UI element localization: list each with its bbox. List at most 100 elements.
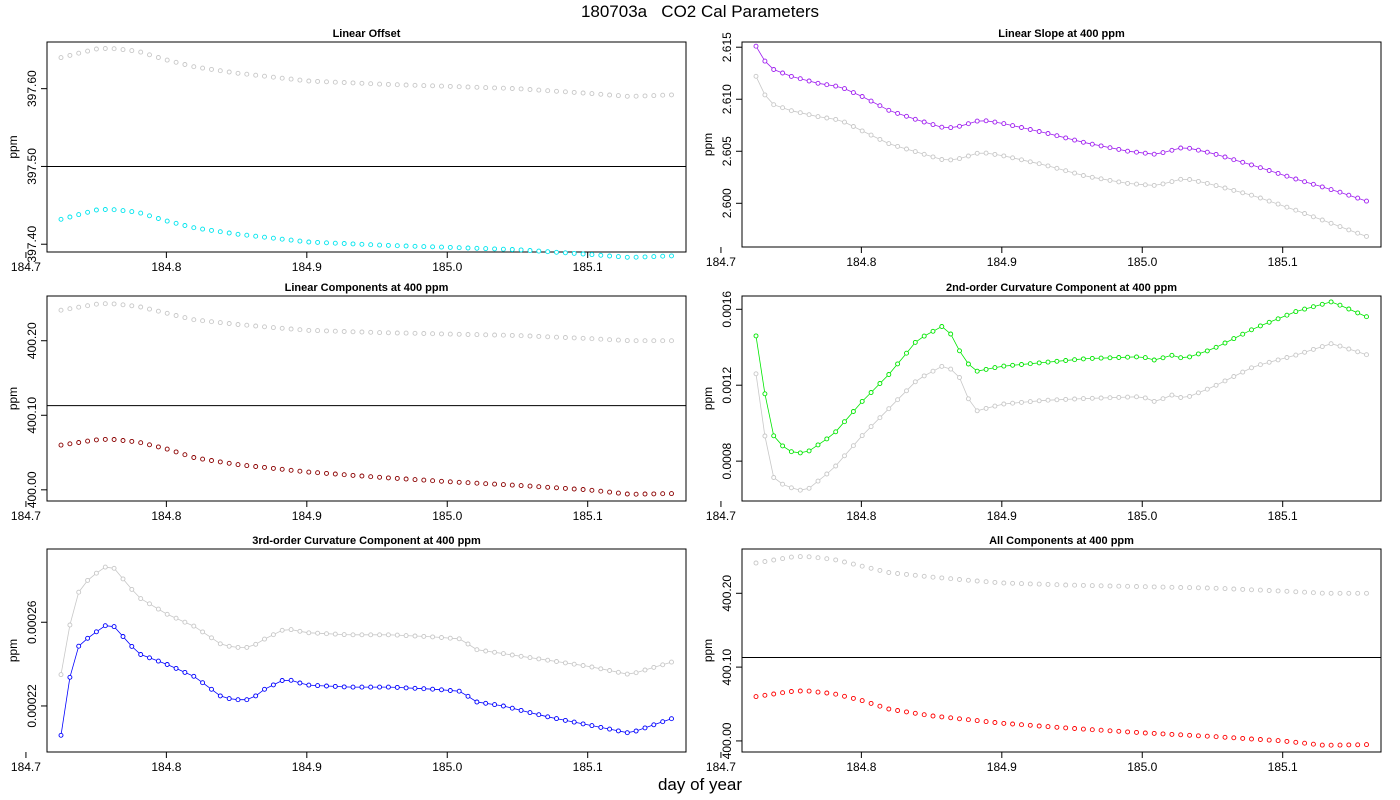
data-point: [1080, 356, 1086, 362]
data-point: [788, 554, 794, 560]
data-point: [359, 632, 365, 638]
data-point: [957, 375, 962, 380]
data-point: [651, 722, 657, 728]
data-point: [332, 79, 338, 85]
data-point: [939, 714, 945, 720]
data-point: [306, 630, 312, 636]
data-point: [1240, 190, 1246, 196]
data-point: [412, 330, 418, 336]
data-point: [571, 486, 577, 492]
data-point: [651, 93, 657, 99]
data-point: [111, 301, 117, 307]
data-point: [1160, 584, 1166, 590]
data-point: [1275, 588, 1281, 594]
data-point: [1240, 331, 1246, 337]
x-tick-label: 184.8: [846, 760, 876, 774]
data-point: [571, 335, 577, 341]
data-point: [500, 246, 506, 252]
data-point: [288, 326, 294, 332]
data-point: [948, 157, 954, 163]
data-point: [288, 467, 294, 473]
data-point: [147, 655, 152, 661]
data-point: [1027, 127, 1033, 132]
x-tick-label: 185.0: [1127, 255, 1157, 269]
data-point: [1019, 125, 1024, 130]
data-point: [1284, 173, 1290, 179]
panel-title: All Components at 400 ppm: [989, 535, 1134, 547]
y-tick-label: 400.10: [720, 648, 734, 685]
y-tick-label: 400.00: [25, 471, 39, 508]
data-point: [554, 334, 559, 340]
data-point: [580, 251, 586, 257]
x-tick-label: 184.7: [11, 260, 41, 274]
data-point: [948, 125, 954, 131]
data-point: [1142, 182, 1148, 188]
data-point: [598, 91, 604, 97]
data-point: [1125, 394, 1131, 400]
data-point: [780, 556, 786, 562]
y-axis-label: ppm: [6, 387, 20, 410]
data-point: [226, 69, 232, 75]
data-point: [341, 684, 347, 690]
data-point: [912, 149, 918, 155]
data-point: [598, 252, 604, 258]
data-point: [1328, 742, 1334, 748]
data-point: [1240, 369, 1246, 375]
data-point: [939, 124, 945, 130]
data-point: [1319, 590, 1325, 596]
plot-frame: [46, 548, 687, 753]
data-point: [385, 330, 391, 336]
data-point: [447, 244, 453, 250]
plot-frame: [741, 548, 1382, 753]
data-point: [642, 491, 648, 497]
data-point: [297, 238, 303, 244]
data-point: [1257, 362, 1263, 368]
data-point: [607, 337, 613, 343]
data-point: [1222, 185, 1228, 191]
data-point: [447, 635, 453, 641]
data-point: [1045, 163, 1051, 169]
data-point: [1319, 301, 1325, 307]
data-point: [500, 651, 506, 657]
data-point: [545, 88, 551, 94]
data-point: [209, 686, 214, 692]
data-point: [421, 83, 427, 89]
x-tick-label: 184.7: [706, 509, 736, 523]
data-point: [1293, 739, 1299, 745]
data-point: [824, 115, 830, 121]
data-point: [1222, 734, 1228, 740]
y-tick-label: 400.20: [25, 322, 39, 359]
data-point: [1027, 361, 1033, 367]
data-point: [527, 655, 533, 661]
data-point: [253, 641, 259, 647]
data-point: [965, 717, 971, 723]
data-point: [1063, 396, 1069, 402]
data-point: [939, 324, 945, 329]
data-point: [93, 46, 99, 52]
data-point: [492, 481, 498, 487]
data-point: [226, 696, 232, 702]
data-point: [669, 338, 674, 344]
data-point: [111, 46, 117, 52]
data-point: [1266, 319, 1272, 325]
data-point: [217, 693, 223, 699]
data-point: [957, 348, 962, 354]
data-point: [536, 87, 542, 93]
data-point: [771, 691, 777, 697]
data-point: [1151, 182, 1157, 188]
data-point: [403, 82, 409, 88]
data-point: [129, 586, 135, 592]
data-point: [912, 116, 918, 122]
data-point: [1125, 583, 1131, 589]
data-point: [554, 716, 559, 722]
data-point: [571, 661, 577, 667]
data-point: [824, 556, 830, 562]
series-1-gray: [753, 341, 1369, 493]
data-point: [456, 245, 462, 251]
data-point: [200, 456, 206, 462]
data-point: [1098, 395, 1104, 401]
data-point: [191, 225, 197, 231]
data-point: [350, 241, 356, 247]
data-point: [315, 630, 321, 636]
data-point: [332, 471, 338, 477]
